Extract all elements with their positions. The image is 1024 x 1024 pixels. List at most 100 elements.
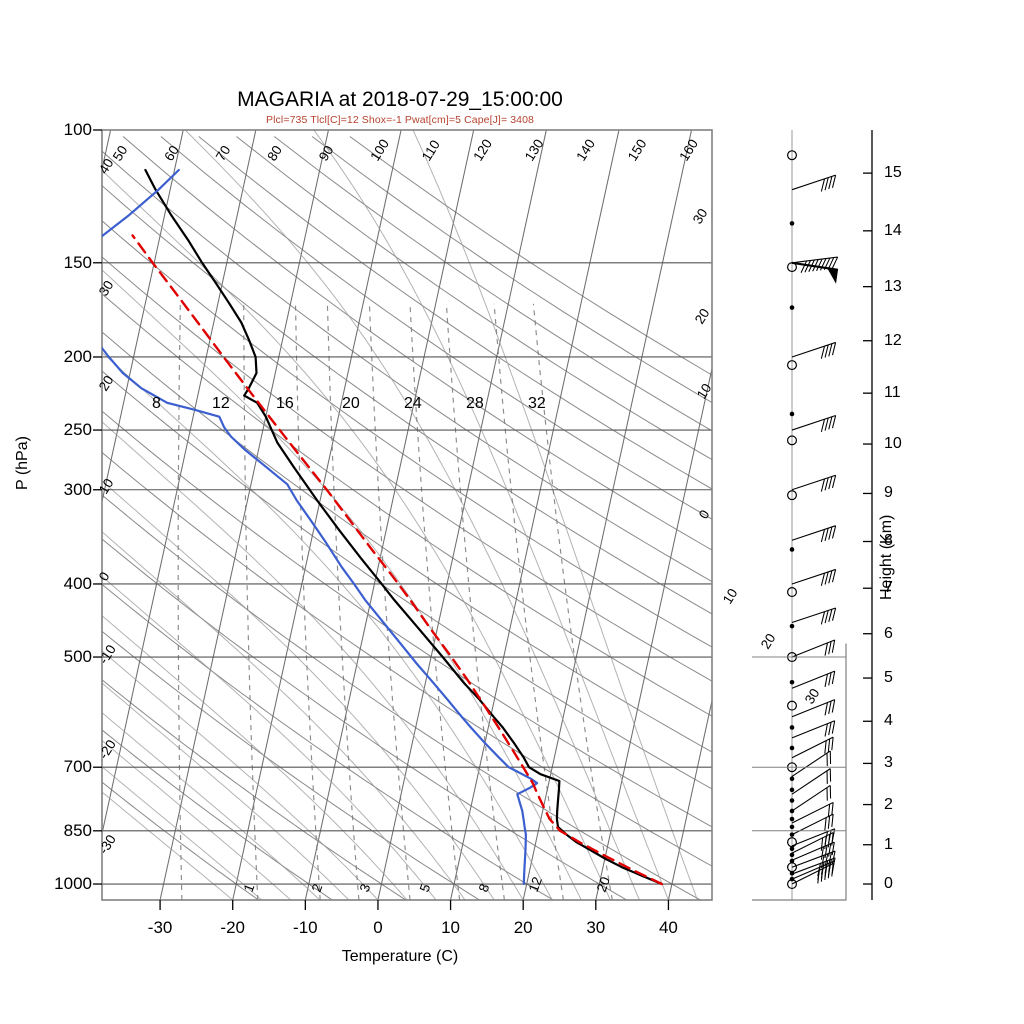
- height-tick-label: 3: [884, 754, 893, 772]
- wind-barb: [791, 474, 837, 492]
- height-tick-label: 4: [884, 712, 893, 730]
- curve-label: 20: [96, 373, 117, 394]
- curve-label: 30: [690, 206, 711, 227]
- pressure-tick-label: 100: [63, 120, 92, 139]
- wind-barb: [791, 768, 832, 795]
- wind-barb: [791, 670, 836, 689]
- curve-label: 160: [676, 137, 701, 164]
- dry-adiabat: [102, 150, 712, 583]
- curve-label: 100: [367, 137, 392, 164]
- wind-barb: [791, 568, 837, 586]
- temperature-tick-label: 0: [373, 918, 383, 937]
- moist-adiabat: [102, 575, 437, 900]
- wind-level-marker: [789, 852, 795, 858]
- isotherm: [377, 130, 547, 900]
- moist-adiabat-label: 24: [404, 395, 422, 412]
- sounding-indices: Plcl=735 Tlcl[C]=12 Shox=-1 Pwat[cm]=5 C…: [266, 114, 534, 126]
- isotherm: [159, 130, 329, 900]
- curve-label: 20: [758, 631, 779, 652]
- wind-barb: [791, 736, 834, 759]
- height-tick-label: 13: [884, 277, 902, 295]
- moist-adiabat: [102, 480, 495, 900]
- pressure-tick-label: 150: [63, 252, 92, 272]
- height-tick-label: 8: [884, 532, 893, 550]
- dry-adiabat: [102, 494, 701, 900]
- dry-adiabat: [102, 293, 712, 717]
- moist-adiabat-label: 16: [276, 395, 294, 412]
- moist-adiabat: [102, 711, 321, 900]
- wind-barb: [791, 699, 836, 718]
- wind-barb: [791, 828, 836, 847]
- mixing-ratio-line: [326, 303, 360, 900]
- isotherm: [595, 366, 712, 900]
- wind-level-marker: [789, 221, 795, 226]
- curve-label: 10: [96, 476, 117, 497]
- mixing-ratio-line: [445, 303, 505, 900]
- curve-label: 30: [802, 686, 823, 707]
- dry-adiabat: [122, 136, 712, 551]
- dry-adiabat: [102, 451, 712, 867]
- moist-adiabat: [102, 421, 524, 900]
- temperature-tick-label: 40: [658, 918, 678, 937]
- moist-adiabat-label: 12: [212, 395, 230, 412]
- curve-label: 70: [213, 143, 234, 164]
- wind-level-marker: [789, 623, 795, 629]
- curve-label: -30: [96, 832, 119, 856]
- wind-level-marker: [786, 150, 797, 161]
- temperature-tick-label: 20: [513, 918, 533, 937]
- temperature-tick-label: 30: [586, 918, 606, 937]
- height-tick-label: 5: [884, 669, 893, 687]
- moist-adiabat: [102, 682, 350, 900]
- wind-level-marker: [786, 700, 797, 711]
- wind-barb: [791, 850, 836, 869]
- moist-adiabat: [313, 130, 669, 900]
- moist-adiabat: [102, 169, 611, 900]
- wind-level-marker: [786, 837, 797, 848]
- trace-temperature: [144, 168, 663, 886]
- wind-level-marker: [789, 745, 795, 751]
- moist-adiabat-label: 8: [152, 395, 161, 412]
- curve-label: 120: [470, 137, 495, 164]
- curve-label: 0: [696, 507, 713, 521]
- mixing-ratio-line: [177, 303, 183, 900]
- pressure-tick-label: 200: [63, 346, 92, 366]
- height-tick-label: 12: [884, 331, 902, 349]
- isotherm: [102, 130, 257, 837]
- mixing-ratio-line: [409, 303, 461, 900]
- wind-barb: [791, 750, 832, 777]
- curve-label: 80: [264, 143, 285, 164]
- dry-adiabat: [236, 136, 712, 461]
- height-tick-label: 1: [884, 835, 893, 853]
- wind-level-marker: [786, 587, 797, 598]
- wind-level-marker: [789, 305, 795, 310]
- wind-level-marker: [789, 846, 795, 852]
- curve-label: 20: [692, 306, 713, 327]
- curve-label: 140: [573, 137, 598, 164]
- height-tick-label: 7: [884, 579, 893, 597]
- moist-adiabat-label: 28: [466, 395, 484, 412]
- wind-barb: [791, 341, 837, 359]
- wind-level-marker: [789, 871, 795, 876]
- curve-label: 50: [110, 143, 131, 164]
- wind-barb: [791, 639, 836, 658]
- height-tick-label: 10: [884, 435, 902, 453]
- height-tick-label: 14: [884, 221, 902, 239]
- wind-level-marker: [789, 824, 795, 830]
- dry-adiabat: [273, 136, 712, 432]
- dry-adiabat: [160, 136, 712, 520]
- wind-level-marker: [789, 798, 795, 803]
- wind-level-marker: [786, 360, 797, 371]
- wind-barb: [791, 784, 832, 812]
- wind-barb-pennant: [791, 261, 839, 284]
- wind-level-marker: [789, 725, 795, 730]
- plot-frame: [101, 129, 713, 901]
- dry-adiabat: [102, 256, 712, 682]
- mixing-ratio-line: [294, 303, 321, 900]
- wind-barb: [791, 801, 834, 824]
- wind-level-marker: [786, 490, 797, 501]
- isotherm: [814, 130, 982, 900]
- wind-barb: [791, 525, 837, 543]
- moist-adiabat: [102, 351, 553, 900]
- moist-adiabat: [102, 269, 582, 900]
